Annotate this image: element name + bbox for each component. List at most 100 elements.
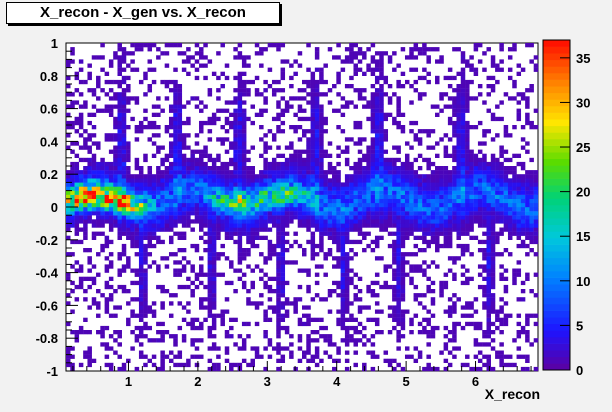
- heatmap-cell: [499, 264, 504, 269]
- heatmap-cell: [91, 166, 97, 171]
- heatmap-cell: [177, 186, 183, 191]
- heatmap-cell: [173, 79, 178, 85]
- heatmap-cell: [392, 248, 397, 253]
- heatmap-cell: [233, 100, 238, 105]
- heatmap-cell: [362, 334, 367, 339]
- heatmap-cell: [383, 280, 389, 286]
- heatmap-cell: [469, 321, 474, 327]
- heatmap-cell: [340, 321, 346, 327]
- heatmap-cell: [143, 75, 148, 81]
- heatmap-cell: [211, 297, 217, 302]
- heatmap-cell: [121, 161, 127, 167]
- heatmap-cell: [130, 309, 135, 314]
- heatmap-cell: [430, 301, 436, 306]
- heatmap-cell: [426, 366, 431, 372]
- heatmap-cell: [121, 96, 127, 101]
- heatmap-cell: [233, 186, 238, 191]
- heatmap-cell: [259, 268, 264, 273]
- heatmap-cell: [117, 174, 122, 179]
- heatmap-cell: [104, 297, 110, 302]
- heatmap-cell: [460, 55, 466, 60]
- heatmap-cell: [353, 362, 358, 368]
- heatmap-cell: [482, 252, 487, 257]
- heatmap-cell: [332, 202, 337, 208]
- heatmap-cell: [147, 43, 153, 48]
- heatmap-cell: [392, 194, 397, 199]
- heatmap-cell: [529, 84, 534, 89]
- heatmap-cell: [173, 194, 178, 199]
- heatmap-cell: [362, 137, 367, 142]
- heatmap-cell: [87, 170, 92, 175]
- heatmap-cell: [177, 145, 183, 150]
- heatmap-cell: [126, 317, 131, 322]
- heatmap-cell: [302, 178, 307, 183]
- heatmap-cell: [254, 194, 260, 199]
- heatmap-cell: [74, 190, 80, 195]
- heatmap-cell: [327, 309, 333, 314]
- heatmap-cell: [409, 321, 414, 327]
- heatmap-cell: [216, 252, 221, 257]
- heatmap-cell: [263, 256, 268, 261]
- heatmap-cell: [271, 43, 277, 48]
- heatmap-cell: [477, 202, 483, 208]
- heatmap-cell: [181, 186, 187, 191]
- heatmap-cell: [409, 194, 414, 199]
- heatmap-cell: [344, 157, 350, 163]
- heatmap-cell: [525, 104, 530, 109]
- heatmap-cell: [143, 334, 148, 339]
- heatmap-cell: [495, 67, 500, 72]
- heatmap-cell: [486, 108, 491, 113]
- heatmap-cell: [78, 227, 84, 232]
- heatmap-cell: [413, 293, 419, 298]
- heatmap-cell: [143, 174, 148, 179]
- heatmap-cell: [130, 243, 135, 249]
- heatmap-cell: [271, 346, 277, 351]
- heatmap-cell: [362, 248, 367, 253]
- heatmap-cell: [280, 293, 286, 298]
- heatmap-cell: [520, 137, 526, 142]
- heatmap-cell: [340, 252, 346, 257]
- heatmap-cell: [495, 354, 500, 359]
- heatmap-cell: [413, 211, 419, 216]
- heatmap-cell: [460, 170, 466, 175]
- heatmap-cell: [439, 194, 444, 199]
- heatmap-cell: [211, 190, 217, 195]
- heatmap-cell: [168, 120, 174, 126]
- heatmap-cell: [456, 198, 461, 204]
- heatmap-cell: [96, 202, 101, 208]
- heatmap-cell: [78, 190, 84, 195]
- heatmap-cell: [259, 186, 264, 191]
- heatmap-cell: [229, 145, 234, 150]
- heatmap-cell: [379, 182, 384, 187]
- heatmap-cell: [216, 174, 221, 179]
- heatmap-cell: [529, 120, 534, 126]
- heatmap-cell: [113, 116, 118, 122]
- heatmap-cell: [267, 198, 273, 204]
- heatmap-cell: [349, 227, 354, 232]
- heatmap-cell: [439, 243, 444, 249]
- heatmap-cell: [387, 100, 393, 105]
- heatmap-cell: [151, 198, 157, 204]
- heatmap-cell: [482, 141, 487, 146]
- heatmap-cell: [302, 198, 307, 204]
- heatmap-cell: [456, 133, 461, 138]
- heatmap-cell: [297, 215, 303, 220]
- heatmap-cell: [486, 190, 491, 195]
- heatmap-cell: [512, 215, 517, 220]
- heatmap-cell: [404, 231, 410, 236]
- heatmap-cell: [224, 182, 230, 187]
- heatmap-cell: [177, 100, 183, 105]
- heatmap-cell: [447, 219, 453, 224]
- heatmap-cell: [241, 174, 247, 179]
- heatmap-cell: [246, 334, 251, 339]
- heatmap-cell: [525, 88, 530, 93]
- heatmap-cell: [306, 342, 311, 347]
- heatmap-cell: [379, 198, 384, 204]
- heatmap-cell: [306, 350, 311, 355]
- heatmap-cell: [168, 293, 174, 298]
- heatmap-cell: [241, 125, 247, 130]
- heatmap-cell: [211, 289, 217, 294]
- heatmap-cell: [121, 362, 127, 368]
- heatmap-cell: [507, 194, 513, 199]
- heatmap-cell: [160, 202, 165, 208]
